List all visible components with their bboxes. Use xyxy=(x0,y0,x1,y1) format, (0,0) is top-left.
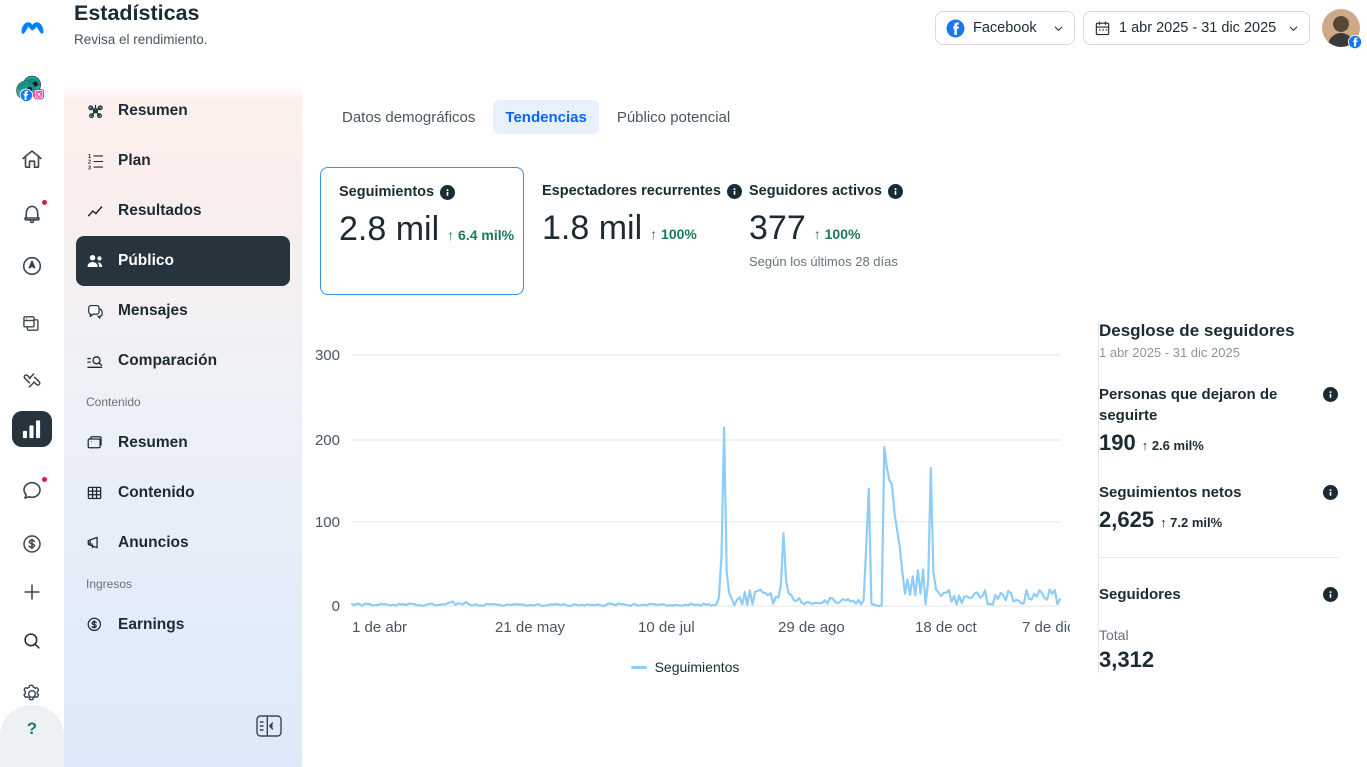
svg-text:200: 200 xyxy=(315,432,340,449)
svg-text:29 de ago: 29 de ago xyxy=(778,619,845,636)
svg-text:0: 0 xyxy=(332,598,340,615)
svg-text:7 de dic: 7 de dic xyxy=(1022,619,1070,636)
svg-text:3: 3 xyxy=(88,165,91,171)
svg-text:100: 100 xyxy=(315,514,340,531)
svg-text:1 de abr: 1 de abr xyxy=(352,619,407,636)
svg-text:300: 300 xyxy=(315,347,340,364)
svg-text:21 de may: 21 de may xyxy=(495,619,566,636)
svg-text:18 de oct: 18 de oct xyxy=(915,619,978,636)
svg-text:10 de jul: 10 de jul xyxy=(638,619,695,636)
